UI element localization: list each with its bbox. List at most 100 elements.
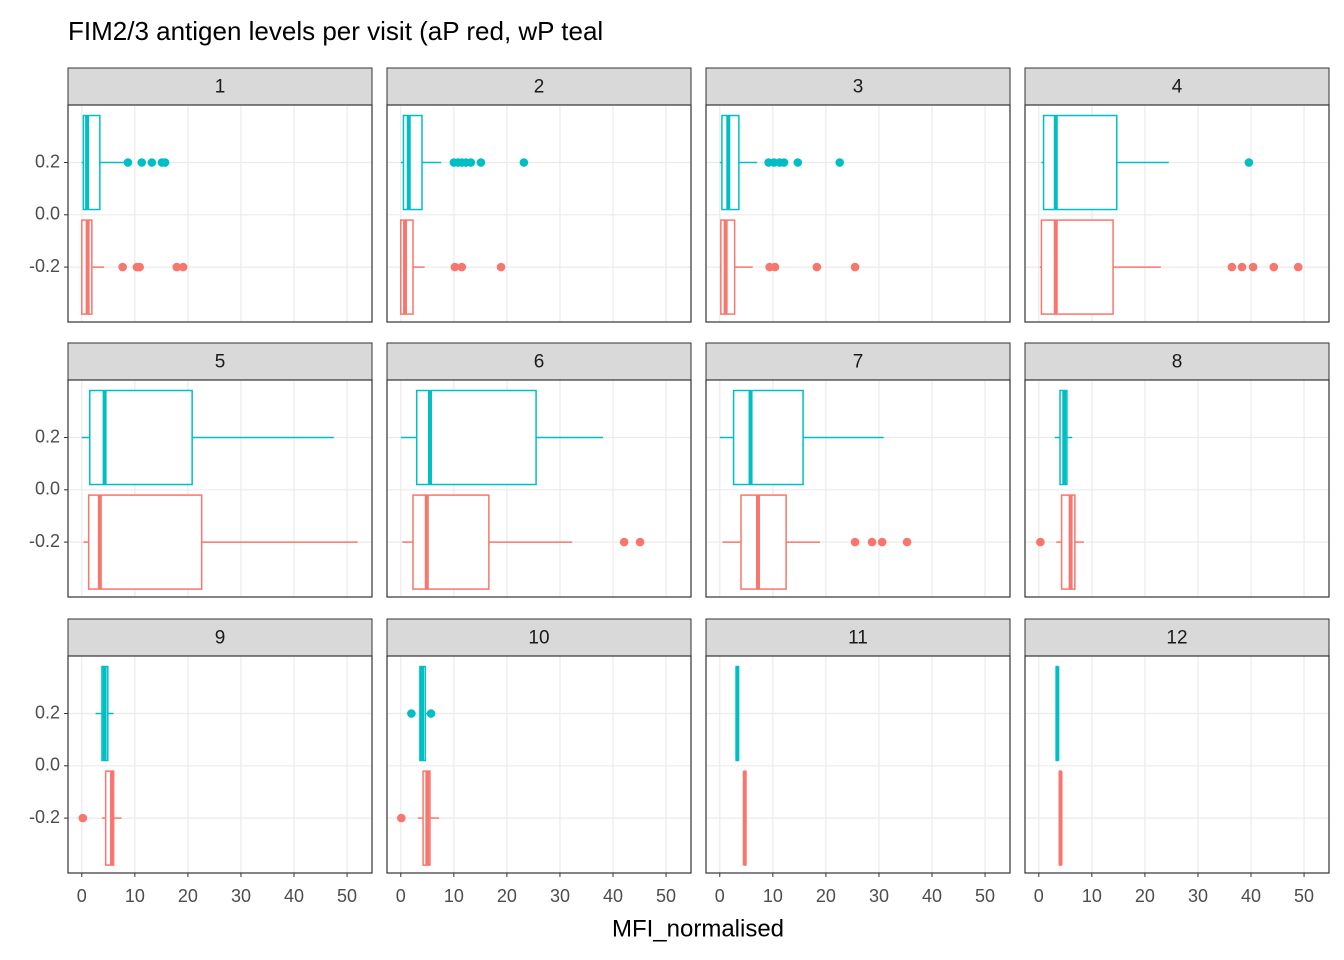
panel-bg bbox=[68, 105, 372, 322]
x-tick-label: 10 bbox=[1082, 886, 1102, 906]
x-tick-label: 0 bbox=[715, 886, 725, 906]
outlier bbox=[178, 262, 188, 272]
panel-border bbox=[386, 379, 692, 598]
panel-border bbox=[386, 655, 692, 874]
outlier bbox=[635, 537, 645, 547]
strip-label: 11 bbox=[848, 628, 868, 649]
x-tick-label: 30 bbox=[550, 886, 570, 906]
x-tick-label: 50 bbox=[1294, 886, 1314, 906]
panel-bg bbox=[1025, 380, 1329, 597]
y-tick-label: 0.0 bbox=[35, 204, 60, 224]
facet-panel: 9 0.2 0.0 -0.2 0 10 20 30 40 50 bbox=[29, 618, 373, 906]
outlier bbox=[812, 262, 822, 272]
facet-panel: 8 bbox=[1024, 342, 1330, 598]
strip-label: 10 bbox=[528, 628, 549, 649]
box bbox=[87, 494, 203, 590]
outlier bbox=[457, 262, 467, 272]
outlier bbox=[867, 537, 877, 547]
x-tick-label: 20 bbox=[816, 886, 836, 906]
box bbox=[412, 494, 490, 590]
x-tick-label: 40 bbox=[284, 886, 304, 906]
facet-panel: 12 0 10 20 30 40 50 bbox=[1024, 618, 1330, 906]
box bbox=[740, 494, 787, 590]
y-tick-label: 0.2 bbox=[35, 702, 60, 722]
outlier bbox=[496, 262, 506, 272]
y-tick-label: 0.0 bbox=[35, 755, 60, 775]
box bbox=[415, 389, 537, 486]
panel-border bbox=[67, 104, 373, 323]
outlier bbox=[118, 262, 127, 272]
facet-panel: 6 bbox=[386, 342, 692, 598]
strip-label: 3 bbox=[853, 77, 864, 98]
outlier bbox=[407, 709, 416, 718]
x-tick-label: 10 bbox=[444, 886, 464, 906]
y-tick-label: -0.2 bbox=[29, 256, 60, 276]
x-tick-label: 50 bbox=[337, 886, 357, 906]
y-tick-label: 0.0 bbox=[35, 479, 60, 499]
strip bbox=[705, 618, 1011, 657]
outlier bbox=[160, 158, 170, 167]
y-tick-label: 0.2 bbox=[35, 426, 60, 446]
outlier bbox=[850, 262, 860, 272]
outlier bbox=[1227, 262, 1237, 272]
outlier bbox=[137, 158, 147, 167]
facet-panel: 2 bbox=[386, 67, 692, 323]
x-tick-label: 20 bbox=[497, 886, 517, 906]
panel-bg bbox=[387, 105, 691, 322]
box bbox=[402, 114, 423, 211]
facet-panel: 10 0 10 20 30 40 50 bbox=[386, 618, 692, 906]
x-tick-label: 30 bbox=[231, 886, 251, 906]
outlier bbox=[78, 813, 88, 823]
outlier bbox=[397, 813, 406, 823]
panel-bg bbox=[1025, 656, 1329, 873]
box bbox=[720, 219, 736, 315]
outlier bbox=[1269, 262, 1279, 272]
panel-border bbox=[705, 379, 1011, 598]
strip-label: 6 bbox=[534, 352, 545, 373]
facet-panel: 4 bbox=[1024, 67, 1330, 323]
box bbox=[1060, 494, 1076, 590]
strip bbox=[1024, 618, 1330, 657]
x-tick-label: 10 bbox=[125, 886, 145, 906]
strip-label: 4 bbox=[1172, 77, 1183, 98]
panel-bg bbox=[706, 105, 1010, 322]
x-tick-label: 30 bbox=[1188, 886, 1208, 906]
strip-label: 8 bbox=[1172, 352, 1183, 373]
x-axis-title: MFI_normalised bbox=[612, 915, 784, 942]
outlier bbox=[619, 537, 629, 547]
panel-border bbox=[67, 379, 373, 598]
x-tick-label: 40 bbox=[922, 886, 942, 906]
strip bbox=[705, 67, 1011, 106]
panel-border bbox=[1024, 379, 1330, 598]
strip-label: 7 bbox=[853, 352, 864, 373]
outlier bbox=[172, 262, 182, 272]
strip bbox=[67, 342, 373, 381]
strip-label: 12 bbox=[1166, 628, 1187, 649]
facet-panel: 1 0.2 0.0 -0.2 bbox=[29, 67, 373, 323]
outlier bbox=[426, 709, 436, 718]
x-tick-label: 10 bbox=[763, 886, 783, 906]
strip bbox=[67, 618, 373, 657]
box bbox=[732, 389, 804, 486]
x-tick-label: 50 bbox=[975, 886, 995, 906]
y-tick-label: -0.2 bbox=[29, 531, 60, 551]
outlier bbox=[450, 262, 460, 272]
strip bbox=[386, 342, 692, 381]
outlier bbox=[147, 158, 157, 167]
strip-label: 5 bbox=[215, 352, 226, 373]
strip-label: 1 bbox=[215, 77, 226, 98]
strip bbox=[1024, 342, 1330, 381]
x-tick-label: 40 bbox=[603, 886, 623, 906]
panel-bg bbox=[387, 656, 691, 873]
x-tick-label: 50 bbox=[656, 886, 676, 906]
outlier bbox=[1036, 537, 1045, 547]
strip-label: 9 bbox=[215, 628, 226, 649]
facet-panel: 5 0.2 0.0 -0.2 bbox=[29, 342, 373, 598]
strip bbox=[386, 618, 692, 657]
outlier bbox=[902, 537, 912, 547]
box bbox=[721, 114, 740, 211]
chart-title: FIM2/3 antigen levels per visit (aP red,… bbox=[68, 16, 603, 46]
panel-border bbox=[705, 104, 1011, 323]
outlier bbox=[123, 158, 133, 167]
